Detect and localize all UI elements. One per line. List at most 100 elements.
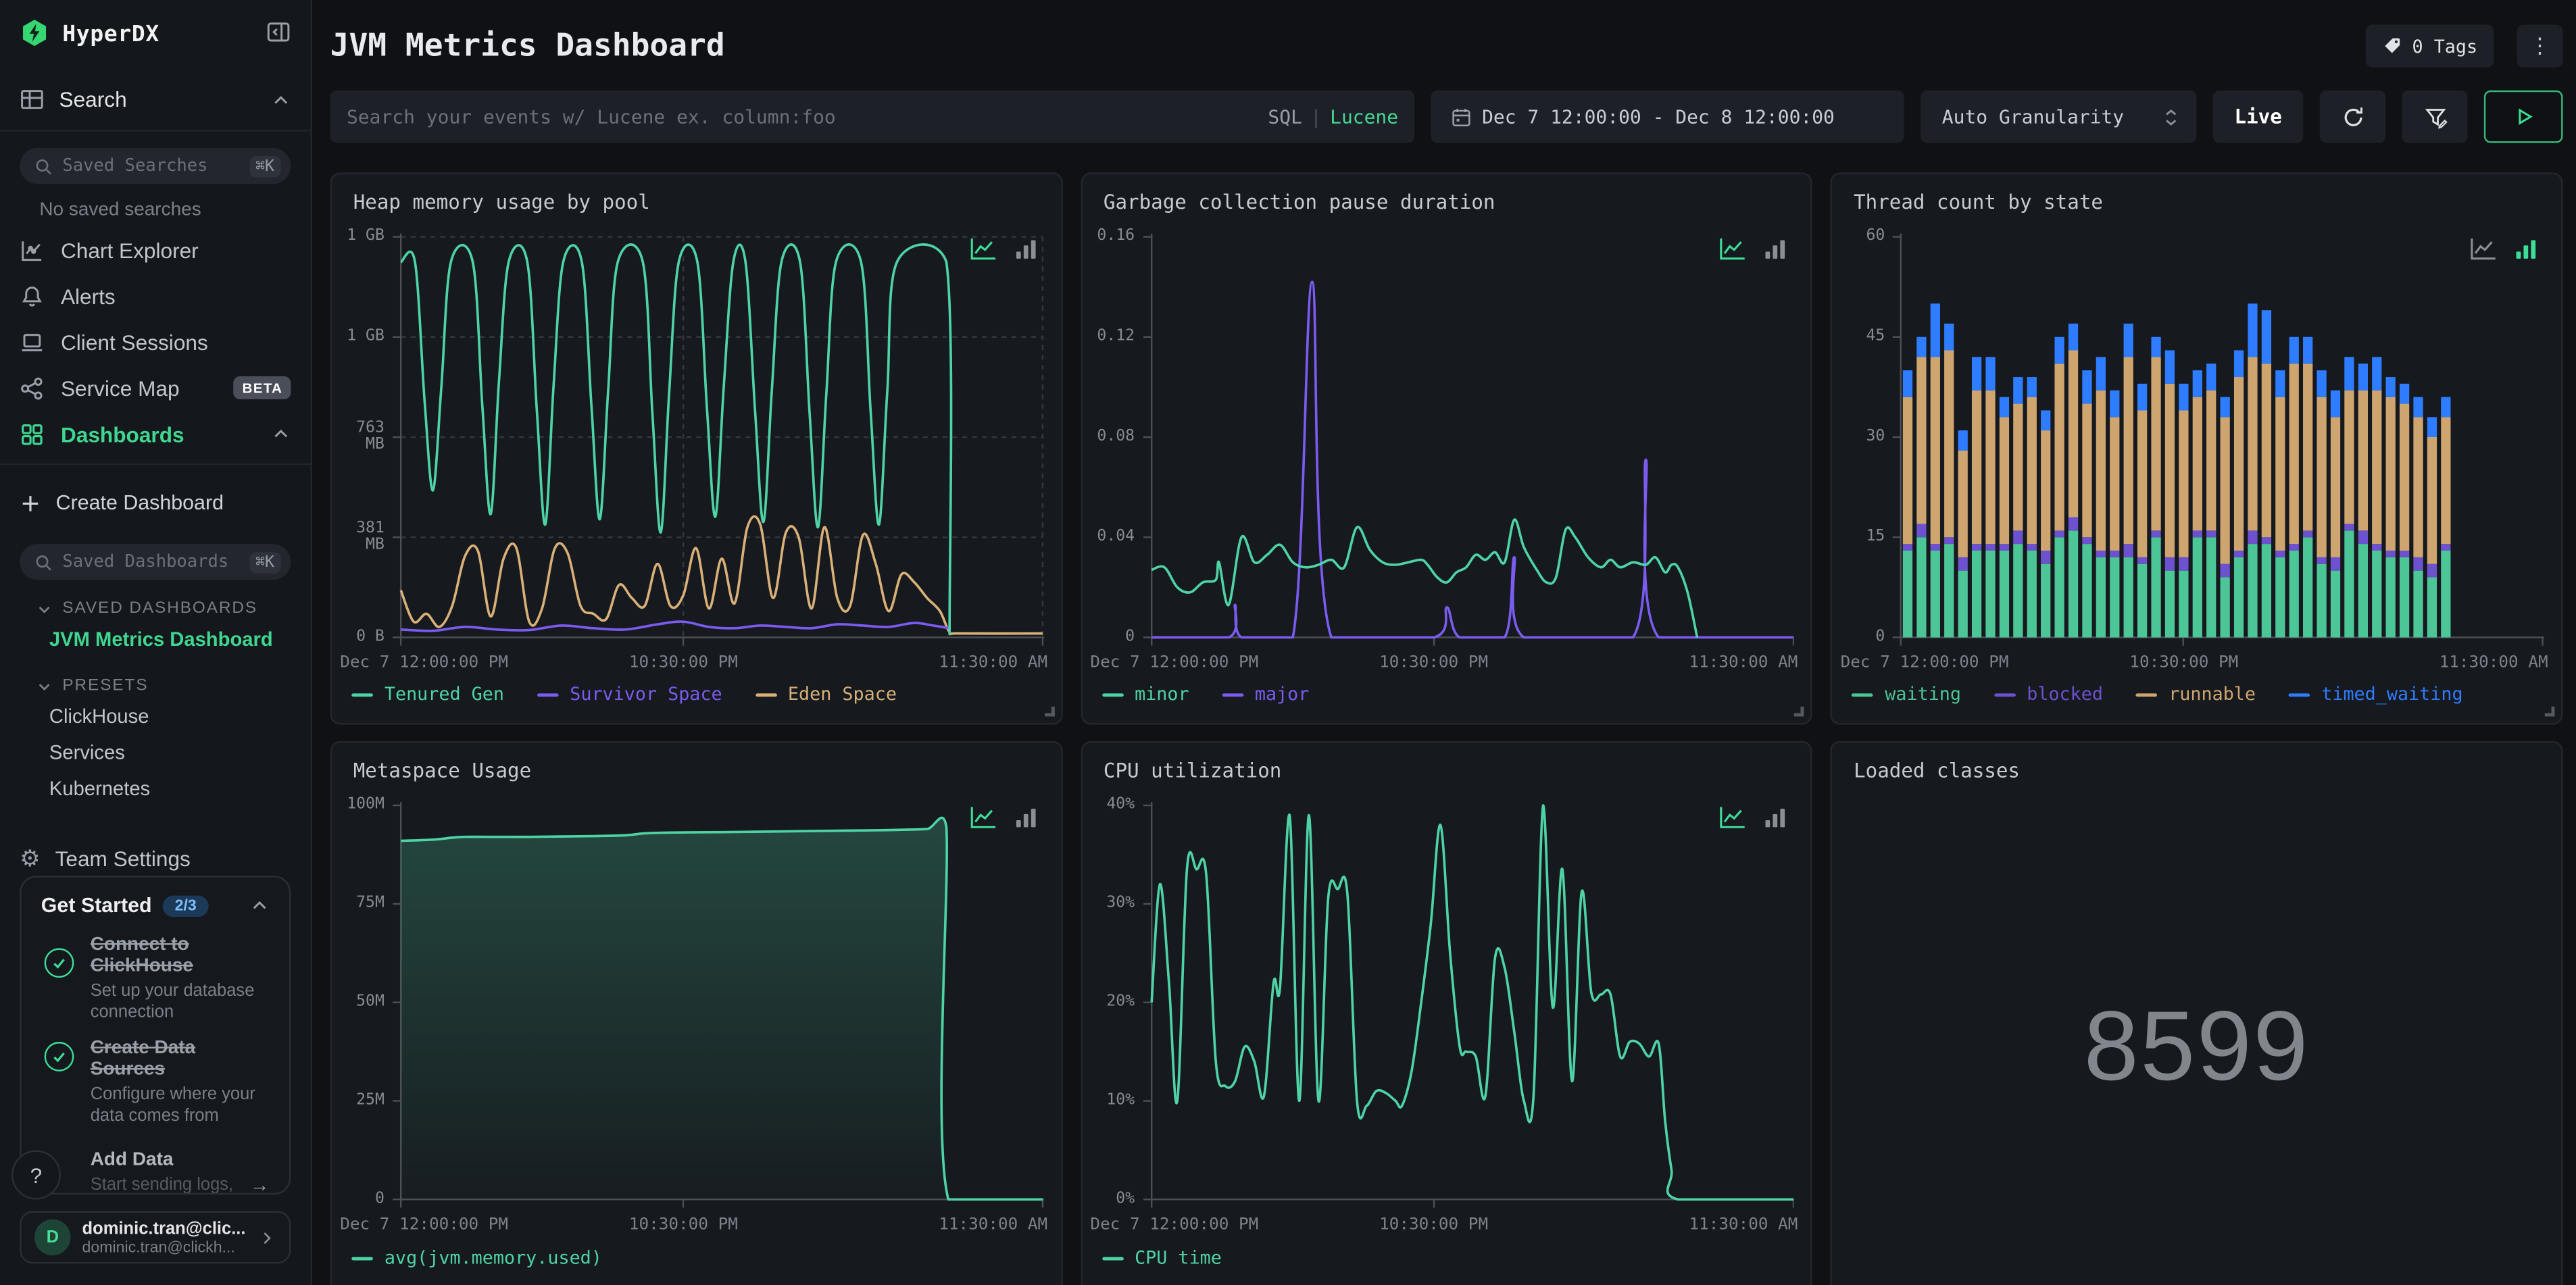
y-tick-label: 50M <box>356 992 385 1011</box>
legend-item[interactable]: blocked <box>1993 684 2103 705</box>
lucene-toggle[interactable]: Lucene <box>1330 105 1399 128</box>
y-tick-label: 1 GB <box>347 327 385 345</box>
saved-dashboards-input[interactable]: Saved Dashboards ⌘K <box>20 544 291 580</box>
chart-plot-area[interactable] <box>1891 233 2545 647</box>
x-tick-label: 10:30:00 PM <box>1379 654 1489 672</box>
date-range-picker[interactable]: Dec 7 12:00:00 - Dec 8 12:00:00 <box>1431 90 1904 143</box>
section-saved-dashboards[interactable]: SAVED DASHBOARDS <box>0 580 310 622</box>
run-query-button[interactable] <box>2483 90 2563 143</box>
collapse-sidebar-icon[interactable] <box>266 20 291 49</box>
chart-plot-area[interactable] <box>1141 802 1795 1209</box>
chart-legend: Tenured Gen Survivor Space Eden Space <box>351 684 897 705</box>
bar-chart-icon[interactable] <box>1763 236 1787 261</box>
chart-title: CPU utilization <box>1103 759 1282 782</box>
bar-chart-icon[interactable] <box>1763 805 1787 830</box>
y-tick-label: 0 <box>374 1189 385 1208</box>
resize-handle[interactable] <box>1794 706 1805 717</box>
legend-item[interactable]: Tenured Gen <box>351 684 504 705</box>
refresh-button[interactable] <box>2319 90 2385 143</box>
chevron-up-icon[interactable] <box>250 896 270 915</box>
chart-plot-area[interactable] <box>1141 233 1795 647</box>
chart-explorer-icon <box>22 241 42 260</box>
x-tick-label: 10:30:00 PM <box>628 654 738 672</box>
dashboard-item-clickhouse[interactable]: ClickHouse <box>49 705 149 728</box>
y-tick-label: 25M <box>356 1091 385 1109</box>
legend-item[interactable]: timed_waiting <box>2288 684 2463 705</box>
y-tick-label: 60 <box>1866 226 1885 245</box>
card-metaspace: Metaspace Usage 100M 75M 50M 25M 0 Dec 7 12:… <box>330 740 1063 1285</box>
chart-plot-area[interactable] <box>391 233 1045 647</box>
sidebar-item-service-map[interactable]: Service Map BETA <box>0 365 310 411</box>
live-button[interactable]: Live <box>2212 90 2304 143</box>
search-input[interactable] <box>346 105 1255 128</box>
user-menu[interactable]: D dominic.tran@clic... dominic.tran@clic… <box>20 1211 291 1264</box>
y-tick-label: 381 MB <box>356 519 385 554</box>
filter-button[interactable] <box>2402 90 2468 143</box>
kebab-menu-button[interactable]: ⋮ <box>2517 24 2563 68</box>
x-tick-label: Dec 7 12:00:00 PM <box>1090 1215 1259 1234</box>
get-started-card: Get Started 2/3 Connect to ClickHouse Se… <box>20 876 291 1195</box>
legend-item[interactable]: major <box>1222 684 1309 705</box>
legend-item[interactable]: avg(jvm.memory.used) <box>351 1247 602 1269</box>
create-dashboard-label: Create Dashboard <box>55 491 224 515</box>
dashboard-item-services[interactable]: Services <box>49 740 125 764</box>
bar-chart-icon[interactable] <box>2514 236 2538 261</box>
resize-handle[interactable] <box>1044 706 1054 717</box>
calendar-icon <box>1452 107 1470 126</box>
sidebar-item-team-settings[interactable]: ⚙ Team Settings <box>0 833 310 882</box>
bar-chart-icon[interactable] <box>1013 805 1037 830</box>
legend-item[interactable]: Survivor Space <box>537 684 722 705</box>
sidebar-item-chart-explorer[interactable]: Chart Explorer <box>0 227 310 273</box>
no-saved-searches-text: No saved searches <box>39 200 201 220</box>
sidebar-item-dashboards[interactable]: Dashboards <box>0 411 310 457</box>
big-number-value: 8599 <box>2083 990 2310 1101</box>
saved-searches-placeholder: Saved Searches <box>62 156 208 176</box>
legend-item[interactable]: Eden Space <box>755 684 897 705</box>
sidebar-item-search[interactable]: Search <box>0 69 311 132</box>
sidebar-item-label: Client Sessions <box>60 329 208 355</box>
chart-title: Loaded classes <box>1854 759 2021 782</box>
saved-searches-input[interactable]: Saved Searches ⌘K <box>20 147 291 184</box>
granularity-select[interactable]: Auto Granularity <box>1921 90 2197 143</box>
help-button[interactable]: ? <box>11 1150 61 1200</box>
bar-chart-icon[interactable] <box>1013 236 1037 261</box>
sidebar-item-client-sessions[interactable]: Client Sessions <box>0 319 310 365</box>
dashboard-item-jvm-metrics[interactable]: JVM Metrics Dashboard <box>49 628 273 651</box>
team-settings-label: Team Settings <box>55 845 191 870</box>
service-map-icon <box>21 376 43 399</box>
card-heap-memory: Heap memory usage by pool 1 GB 1 GB 763 MB… <box>330 172 1063 725</box>
chart-type-toggle <box>2469 236 2538 261</box>
progress-badge: 2/3 <box>163 895 208 916</box>
section-label: SAVED DASHBOARDS <box>62 599 258 618</box>
y-tick-label: 15 <box>1866 527 1885 546</box>
x-tick-label: Dec 7 12:00:00 PM <box>340 654 509 672</box>
chart-plot-area[interactable] <box>391 802 1045 1209</box>
section-presets[interactable]: PRESETS <box>0 657 310 699</box>
legend-item[interactable]: minor <box>1101 684 1189 705</box>
section-label: PRESETS <box>62 677 149 695</box>
line-chart-icon[interactable] <box>969 805 997 830</box>
tags-button[interactable]: 0 Tags <box>2366 24 2494 68</box>
create-dashboard-button[interactable]: Create Dashboard <box>0 478 310 528</box>
legend-item[interactable]: CPU time <box>1101 1247 1222 1269</box>
resize-handle[interactable] <box>2544 706 2555 717</box>
sidebar-item-alerts[interactable]: Alerts <box>0 273 310 319</box>
line-chart-icon[interactable] <box>1719 805 1747 830</box>
main-content: JVM Metrics Dashboard 0 Tags ⋮ SQL|Lucen… <box>312 0 2576 1285</box>
dashboard-item-kubernetes[interactable]: Kubernetes <box>49 777 151 801</box>
card-loaded-classes: Loaded classes 8599 <box>1831 740 2563 1285</box>
get-started-step-sources[interactable]: Create Data Sources Configure where your… <box>22 1027 289 1130</box>
line-chart-icon[interactable] <box>2469 236 2497 261</box>
get-started-step-add-data[interactable]: Add Data Start sending logs, metrics, or… <box>22 1130 289 1193</box>
line-chart-icon[interactable] <box>1719 236 1747 261</box>
query-language-toggle[interactable]: SQL | Lucene <box>1268 105 1399 128</box>
get-started-title: Get Started <box>41 894 152 917</box>
sidebar-item-label: Service Map <box>60 375 180 401</box>
sql-toggle[interactable]: SQL <box>1268 105 1302 128</box>
get-started-step-connect[interactable]: Connect to ClickHouse Set up your databa… <box>22 924 289 1027</box>
legend-item[interactable]: runnable <box>2135 684 2256 705</box>
legend-item[interactable]: waiting <box>1852 684 1961 705</box>
line-chart-icon[interactable] <box>969 236 997 261</box>
y-tick-label: 40% <box>1106 795 1135 813</box>
chart-legend: CPU time <box>1101 1247 1222 1269</box>
